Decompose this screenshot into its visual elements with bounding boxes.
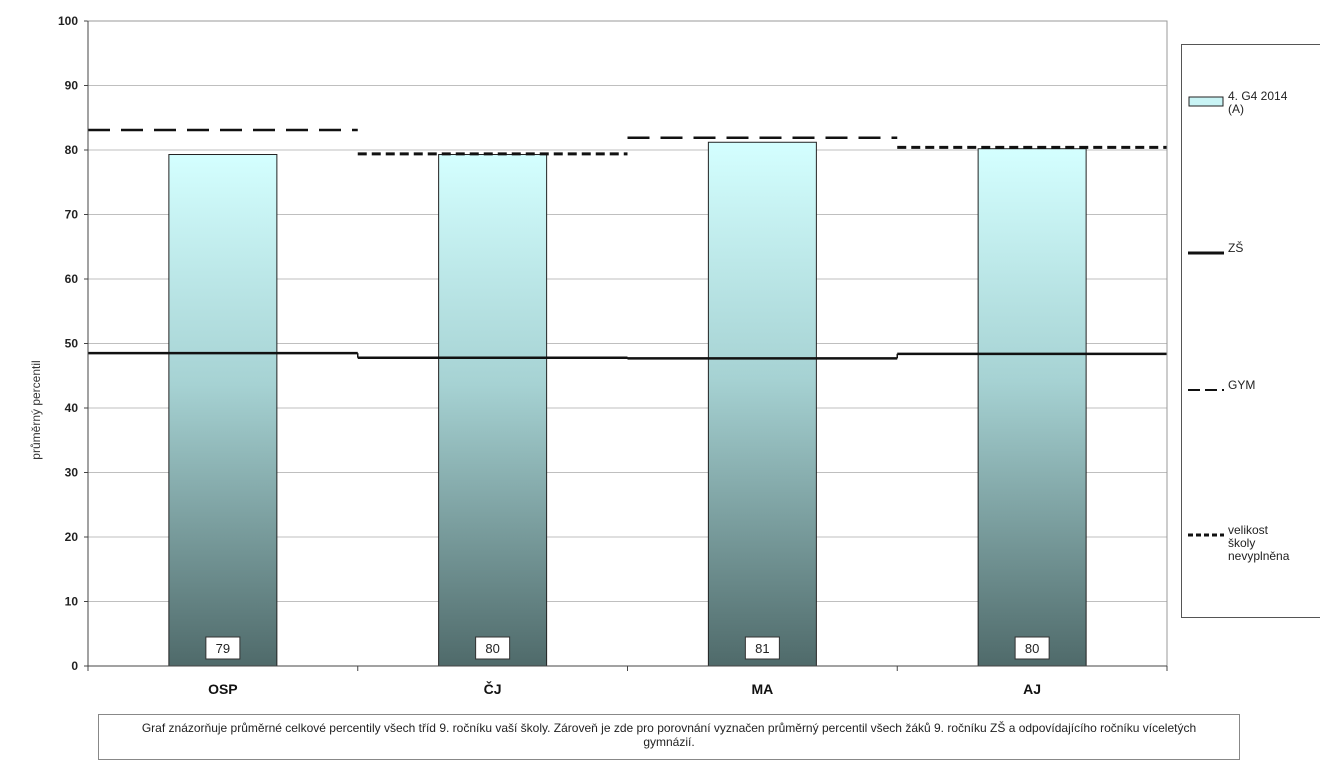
y-tick-label: 80 [65, 143, 79, 157]
bar-osp [168, 154, 278, 667]
x-tick-label: MA [751, 681, 773, 697]
y-tick-label: 0 [71, 659, 78, 673]
data-label: 79 [216, 641, 230, 656]
data-label: 81 [755, 641, 769, 656]
data-label-box [205, 636, 241, 660]
y-tick-label: 90 [65, 79, 79, 93]
legend-label-gym: GYM [1228, 378, 1256, 392]
y-tick-label: 30 [65, 466, 79, 480]
chart-note: Graf znázorňuje průměrné celkové percent… [98, 714, 1240, 760]
y-tick-label: 20 [65, 530, 79, 544]
y-tick-label: 60 [65, 272, 79, 286]
y-tick-label: 10 [65, 595, 79, 609]
y-tick-label: 40 [65, 401, 79, 415]
legend-swatch-zs [1188, 251, 1224, 255]
y-tick-label: 50 [65, 337, 79, 351]
data-label: 80 [485, 641, 499, 656]
y-tick-label: 100 [58, 14, 78, 28]
reference-lines [88, 128, 1167, 360]
legend: 4. G4 2014 (A) ZŠ GYM velikost školy nev… [1181, 44, 1320, 618]
bars: 79 80 81 80 [168, 141, 1087, 667]
bar-aj [977, 148, 1087, 667]
data-label-box [475, 636, 511, 660]
bar-čj [438, 154, 548, 667]
y-tick-label: 70 [65, 208, 79, 222]
data-label-box [744, 636, 780, 660]
axes [84, 20, 1168, 671]
tick-labels: 0 10 20 30 40 50 60 70 80 90 100 OSP ČJ MA AJ [58, 14, 1041, 697]
legend-swatch-velikost [1188, 533, 1224, 537]
legend-label-zs: ZŠ [1228, 241, 1244, 255]
bar-ma [707, 141, 817, 667]
legend-swatch-gym [1188, 389, 1224, 391]
x-tick-label: ČJ [484, 680, 502, 697]
legend-label-bars: 4. G4 2014 (A) [1228, 89, 1288, 116]
data-label-box [1014, 636, 1050, 660]
y-axis-label: průměrný percentil [29, 360, 43, 459]
legend-swatch-bar [1188, 96, 1224, 107]
x-tick-label: AJ [1023, 681, 1041, 697]
x-tick-label: OSP [208, 681, 238, 697]
data-label: 80 [1025, 641, 1039, 656]
legend-label-velikost: velikost školy nevyplněna [1228, 523, 1290, 563]
percentile-bar-chart: 79 80 81 80 0 10 20 30 40 50 60 70 80 90 100 OSP ČJ MA AJ… [29, 14, 1168, 697]
